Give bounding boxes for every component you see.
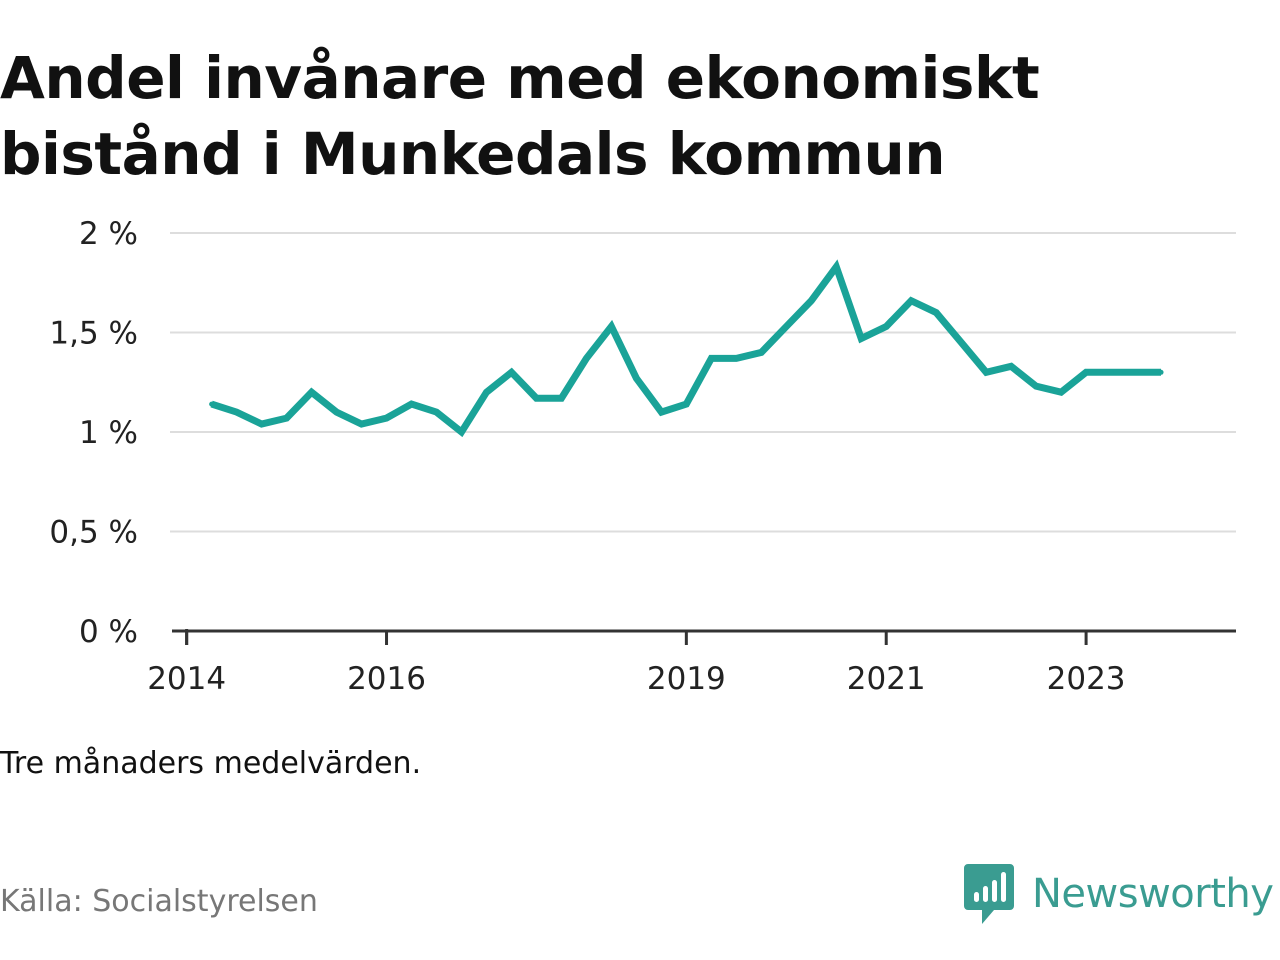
data-point: [309, 389, 315, 395]
data-point: [658, 409, 664, 415]
data-point: [508, 369, 514, 375]
data-point: [1108, 369, 1114, 375]
data-point: [683, 401, 689, 407]
chart-title-line-2: bistånd i Munkedals kommun: [0, 120, 946, 188]
chart-title: Andel invånare med ekonomiskt bistånd i …: [0, 40, 1270, 192]
data-point: [983, 369, 989, 375]
x-tick-label: 2014: [147, 661, 226, 697]
data-point: [1008, 363, 1014, 369]
data-point: [384, 415, 390, 421]
data-point: [908, 298, 914, 304]
data-point: [933, 310, 939, 316]
data-point: [359, 421, 365, 427]
line-chart: 0 % 0,5 % 1 % 1,5 % 2 % 2014 2016 2019 2021 2023: [49, 216, 1236, 697]
data-point: [808, 298, 814, 304]
x-axis-ticks: 2014 2016 2019 2021 2023: [147, 631, 1126, 697]
x-tick-label: 2023: [1047, 661, 1126, 697]
data-point: [883, 324, 889, 330]
data-point: [234, 409, 240, 415]
data-point: [758, 349, 764, 355]
data-point: [583, 355, 589, 361]
data-point: [533, 395, 539, 401]
chart-note: Tre månaders medelvärden.: [0, 746, 422, 781]
chart-title-line-1: Andel invånare med ekonomiskt: [0, 44, 1040, 112]
data-point: [733, 355, 739, 361]
y-tick-label: 1,5 %: [49, 316, 138, 352]
y-tick-label: 0,5 %: [49, 515, 138, 551]
data-point: [409, 401, 415, 407]
data-point: [608, 324, 614, 330]
data-point: [209, 401, 215, 407]
y-tick-label: 1 %: [79, 415, 138, 451]
data-point: [284, 415, 290, 421]
bar-chart-speech-bubble-icon: [964, 864, 1014, 924]
data-point: [1083, 369, 1089, 375]
y-tick-label: 2 %: [79, 216, 138, 252]
brand-name: Newsworthy: [1032, 871, 1274, 917]
series-layer: [209, 259, 1164, 438]
data-point: [259, 421, 265, 427]
data-point: [633, 375, 639, 381]
data-point: [1033, 383, 1039, 389]
y-tick-label: 0 %: [79, 614, 138, 650]
source-credit: Källa: Socialstyrelsen: [0, 884, 318, 919]
data-point: [1133, 369, 1139, 375]
data-point: [434, 409, 439, 415]
x-tick-label: 2021: [847, 661, 926, 697]
data-point: [1158, 369, 1164, 375]
data-point: [483, 389, 489, 395]
data-point: [958, 339, 964, 345]
x-tick-label: 2016: [347, 661, 426, 697]
brand-logo: Newsworthy: [962, 862, 1274, 926]
data-point: [833, 264, 839, 270]
data-point: [458, 429, 464, 435]
gridlines: [170, 232, 1236, 533]
data-point: [334, 409, 340, 415]
data-point: [858, 335, 864, 341]
data-point: [708, 355, 714, 361]
data-point: [558, 395, 564, 401]
x-axis: [172, 629, 1236, 645]
x-tick-label: 2019: [647, 661, 726, 697]
data-point: [783, 324, 789, 330]
y-axis-ticks: 0 % 0,5 % 1 % 1,5 % 2 %: [49, 216, 138, 650]
series-line: [210, 259, 1161, 438]
data-point: [1058, 389, 1064, 395]
